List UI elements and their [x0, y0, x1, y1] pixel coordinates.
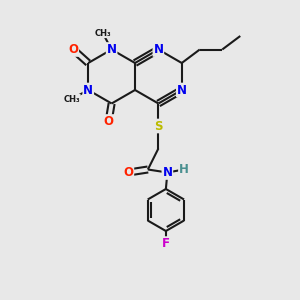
Text: N: N — [153, 43, 164, 56]
Text: O: O — [68, 43, 78, 56]
Text: H: H — [179, 163, 189, 176]
Text: N: N — [177, 83, 187, 97]
Text: O: O — [123, 166, 134, 179]
Text: CH₃: CH₃ — [63, 94, 80, 103]
Text: CH₃: CH₃ — [94, 28, 111, 38]
Text: N: N — [83, 83, 93, 97]
Text: N: N — [106, 43, 117, 56]
Text: N: N — [162, 166, 172, 179]
Text: F: F — [162, 237, 170, 250]
Text: O: O — [103, 115, 114, 128]
Text: S: S — [154, 119, 163, 133]
